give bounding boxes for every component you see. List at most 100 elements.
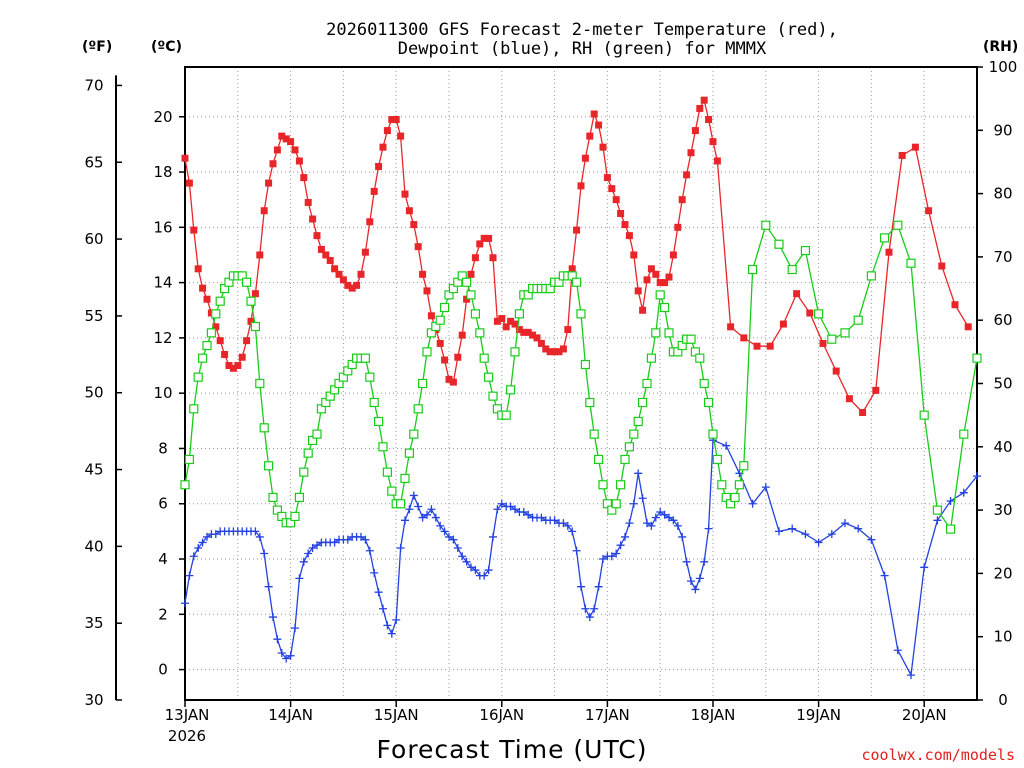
dewpoint-point	[625, 519, 634, 528]
dewpoint-point	[189, 552, 198, 561]
rh-point	[800, 245, 811, 256]
temperature-point	[247, 317, 255, 325]
dewpoint-point	[414, 502, 423, 511]
rh-tick-label: 0	[998, 691, 1008, 709]
dewpoint-point	[269, 613, 277, 622]
temperature-point	[898, 151, 906, 159]
x-tick-label: 13JAN	[165, 706, 210, 724]
dewpoint-point	[370, 568, 379, 577]
dewpoint-point	[445, 532, 453, 541]
dewpoint-point	[484, 566, 493, 575]
dewpoint-point	[299, 557, 308, 566]
temperature-point	[383, 127, 391, 135]
temperature-point	[181, 154, 189, 162]
dewpoint-point	[612, 549, 621, 558]
temperature-point	[779, 320, 787, 328]
temperature-point	[515, 326, 523, 334]
temperature-point	[713, 157, 721, 165]
temperature-point	[489, 254, 497, 262]
temperature-point	[427, 312, 435, 320]
temperature-point	[581, 154, 589, 162]
rh-tick-label: 50	[993, 375, 1012, 393]
temperature-point	[273, 146, 281, 154]
rh-point	[919, 410, 929, 420]
rh-point	[664, 328, 674, 338]
dewpoint-point	[436, 521, 445, 530]
dewpoint-point	[854, 524, 863, 533]
rh-point	[246, 296, 256, 306]
temperature-point	[885, 248, 893, 256]
rh-point	[369, 397, 379, 408]
rh-point	[360, 353, 370, 363]
temperature-point	[568, 265, 576, 273]
x-tick-label: 16JAN	[479, 706, 524, 724]
dewpoint-point	[480, 571, 489, 580]
rh-point	[761, 220, 771, 230]
rh-tick-label: 40	[993, 438, 1012, 456]
rh-point	[576, 309, 586, 319]
temperature-point	[278, 132, 286, 140]
temperature-point	[317, 245, 325, 253]
dewpoint-point	[277, 649, 286, 658]
dewpoint-point	[194, 543, 203, 552]
f-tick-label: 65	[84, 153, 103, 171]
rh-point	[462, 277, 472, 287]
left-f-axis-unit: (ºF)	[82, 39, 112, 55]
rh-point	[611, 499, 621, 509]
dewpoint-point	[511, 505, 519, 514]
temperature-point	[661, 279, 669, 287]
rh-point	[840, 328, 850, 338]
rh-point	[387, 486, 397, 496]
rh-point	[695, 353, 705, 363]
dewpoint-point	[453, 543, 462, 552]
temperature-point	[287, 138, 295, 146]
temperature-point	[533, 334, 541, 342]
dewpoint-point	[656, 508, 665, 517]
rh-point	[418, 378, 428, 389]
temperature-point	[709, 138, 717, 146]
temperature-point	[467, 270, 475, 278]
dewpoint-point	[418, 513, 427, 522]
temperature-point	[537, 339, 545, 347]
temperature-point	[665, 273, 673, 281]
dewpoint-point	[387, 629, 396, 638]
right-rh-axis-unit: (RH)	[983, 39, 1018, 55]
dewpoint-point	[449, 535, 458, 544]
dewpoint-point	[313, 541, 321, 550]
c-tick-label: 20	[153, 108, 172, 126]
temperature-point	[608, 185, 616, 193]
dewpoint-point	[506, 502, 515, 511]
temperature-point	[458, 331, 466, 339]
rh-point	[853, 315, 863, 325]
temperature-point	[700, 96, 708, 104]
dewpoint-point	[638, 494, 647, 503]
dewpoint-point	[497, 499, 506, 508]
temperature-point	[612, 196, 620, 204]
dewpoint-point	[273, 635, 282, 644]
series-line	[185, 223, 977, 531]
dewpoint-point	[211, 530, 220, 539]
f-tick-label: 40	[84, 537, 103, 555]
chart-title-line2: Dewpoint (blue), RH (green) for MMMX	[398, 39, 767, 59]
dewpoint-point	[291, 624, 299, 633]
rh-point	[906, 258, 916, 268]
temperature-point	[564, 326, 572, 334]
rh-point	[422, 347, 432, 357]
temperature-point	[265, 179, 273, 187]
rh-point	[972, 353, 982, 363]
rh-point	[268, 492, 278, 503]
dewpoint-point	[577, 582, 585, 591]
dewpoint-point	[343, 535, 352, 544]
f-tick-label: 30	[84, 691, 103, 709]
temperature-point	[234, 362, 242, 370]
f-tick-label: 50	[84, 384, 103, 402]
c-tick-label: 14	[153, 274, 172, 292]
rh-point	[642, 378, 652, 389]
temperature-point	[331, 265, 339, 273]
dewpoint-point	[907, 671, 915, 680]
temperature-point	[436, 339, 444, 347]
c-tick-label: 4	[158, 550, 168, 568]
rh-point	[193, 372, 203, 382]
rh-point	[932, 505, 943, 515]
rh-point	[180, 480, 190, 490]
